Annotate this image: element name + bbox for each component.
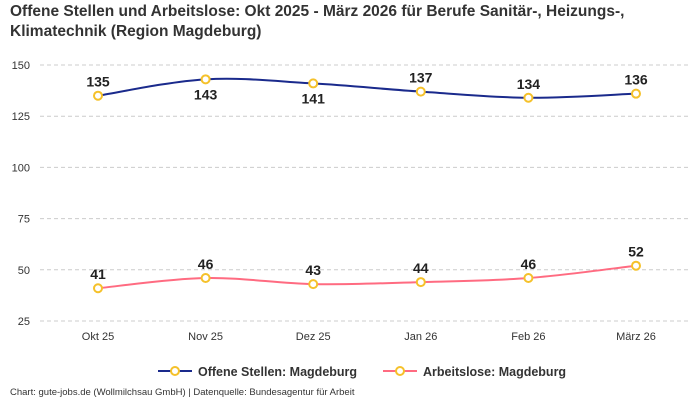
data-point [631, 260, 641, 271]
legend-item: Offene Stellen: Magdeburg [158, 365, 357, 379]
data-point [631, 88, 641, 99]
data-point [308, 279, 319, 290]
data-label: 52 [628, 244, 644, 260]
chart-footer: Chart: gute-jobs.de (Wollmilchsau GmbH) … [10, 387, 355, 398]
y-tick-label: 50 [18, 265, 30, 277]
data-label: 134 [517, 76, 541, 92]
series-line [97, 264, 637, 290]
data-point [200, 74, 211, 85]
y-tick-label: 25 [18, 316, 30, 328]
data-label: 135 [86, 74, 110, 90]
data-point [415, 86, 426, 97]
data-label: 137 [409, 70, 433, 86]
data-point [200, 272, 211, 283]
data-point [523, 272, 534, 283]
data-label: 136 [624, 72, 648, 88]
data-label: 41 [90, 266, 106, 282]
legend-marker-icon [395, 366, 405, 376]
data-point [93, 283, 103, 294]
legend-item: Arbeitslose: Magdeburg [383, 365, 566, 379]
x-tick-label: März 26 [616, 331, 656, 343]
series-offene-stellen: 135 143 141 137 134 136 [86, 70, 648, 107]
y-tick-label: 150 [12, 60, 30, 72]
series-arbeitslose: 41 46 43 44 46 52 [90, 244, 644, 294]
y-tick-label: 75 [18, 214, 30, 226]
series-line [97, 77, 637, 99]
data-label: 44 [413, 260, 429, 276]
data-label: 143 [194, 86, 218, 102]
x-tick-label: Okt 25 [82, 331, 114, 343]
y-tick-label: 100 [12, 162, 30, 174]
data-label: 46 [521, 256, 537, 272]
data-label: 43 [305, 262, 321, 278]
x-tick-label: Dez 25 [296, 331, 331, 343]
data-label: 141 [302, 90, 326, 106]
x-tick-label: Jan 26 [404, 331, 437, 343]
data-point [415, 277, 426, 288]
data-point [308, 78, 319, 89]
data-label: 46 [198, 256, 214, 272]
data-point [523, 92, 534, 103]
data-point [93, 90, 103, 101]
x-tick-label: Nov 25 [188, 331, 223, 343]
legend-marker-icon [170, 366, 180, 376]
legend-label: Arbeitslose: Magdeburg [423, 365, 566, 379]
legend-label: Offene Stellen: Magdeburg [198, 365, 357, 379]
x-tick-label: Feb 26 [511, 331, 545, 343]
y-tick-label: 125 [12, 111, 30, 123]
chart-title: Offene Stellen und Arbeitslose: Okt 2025… [10, 3, 625, 40]
